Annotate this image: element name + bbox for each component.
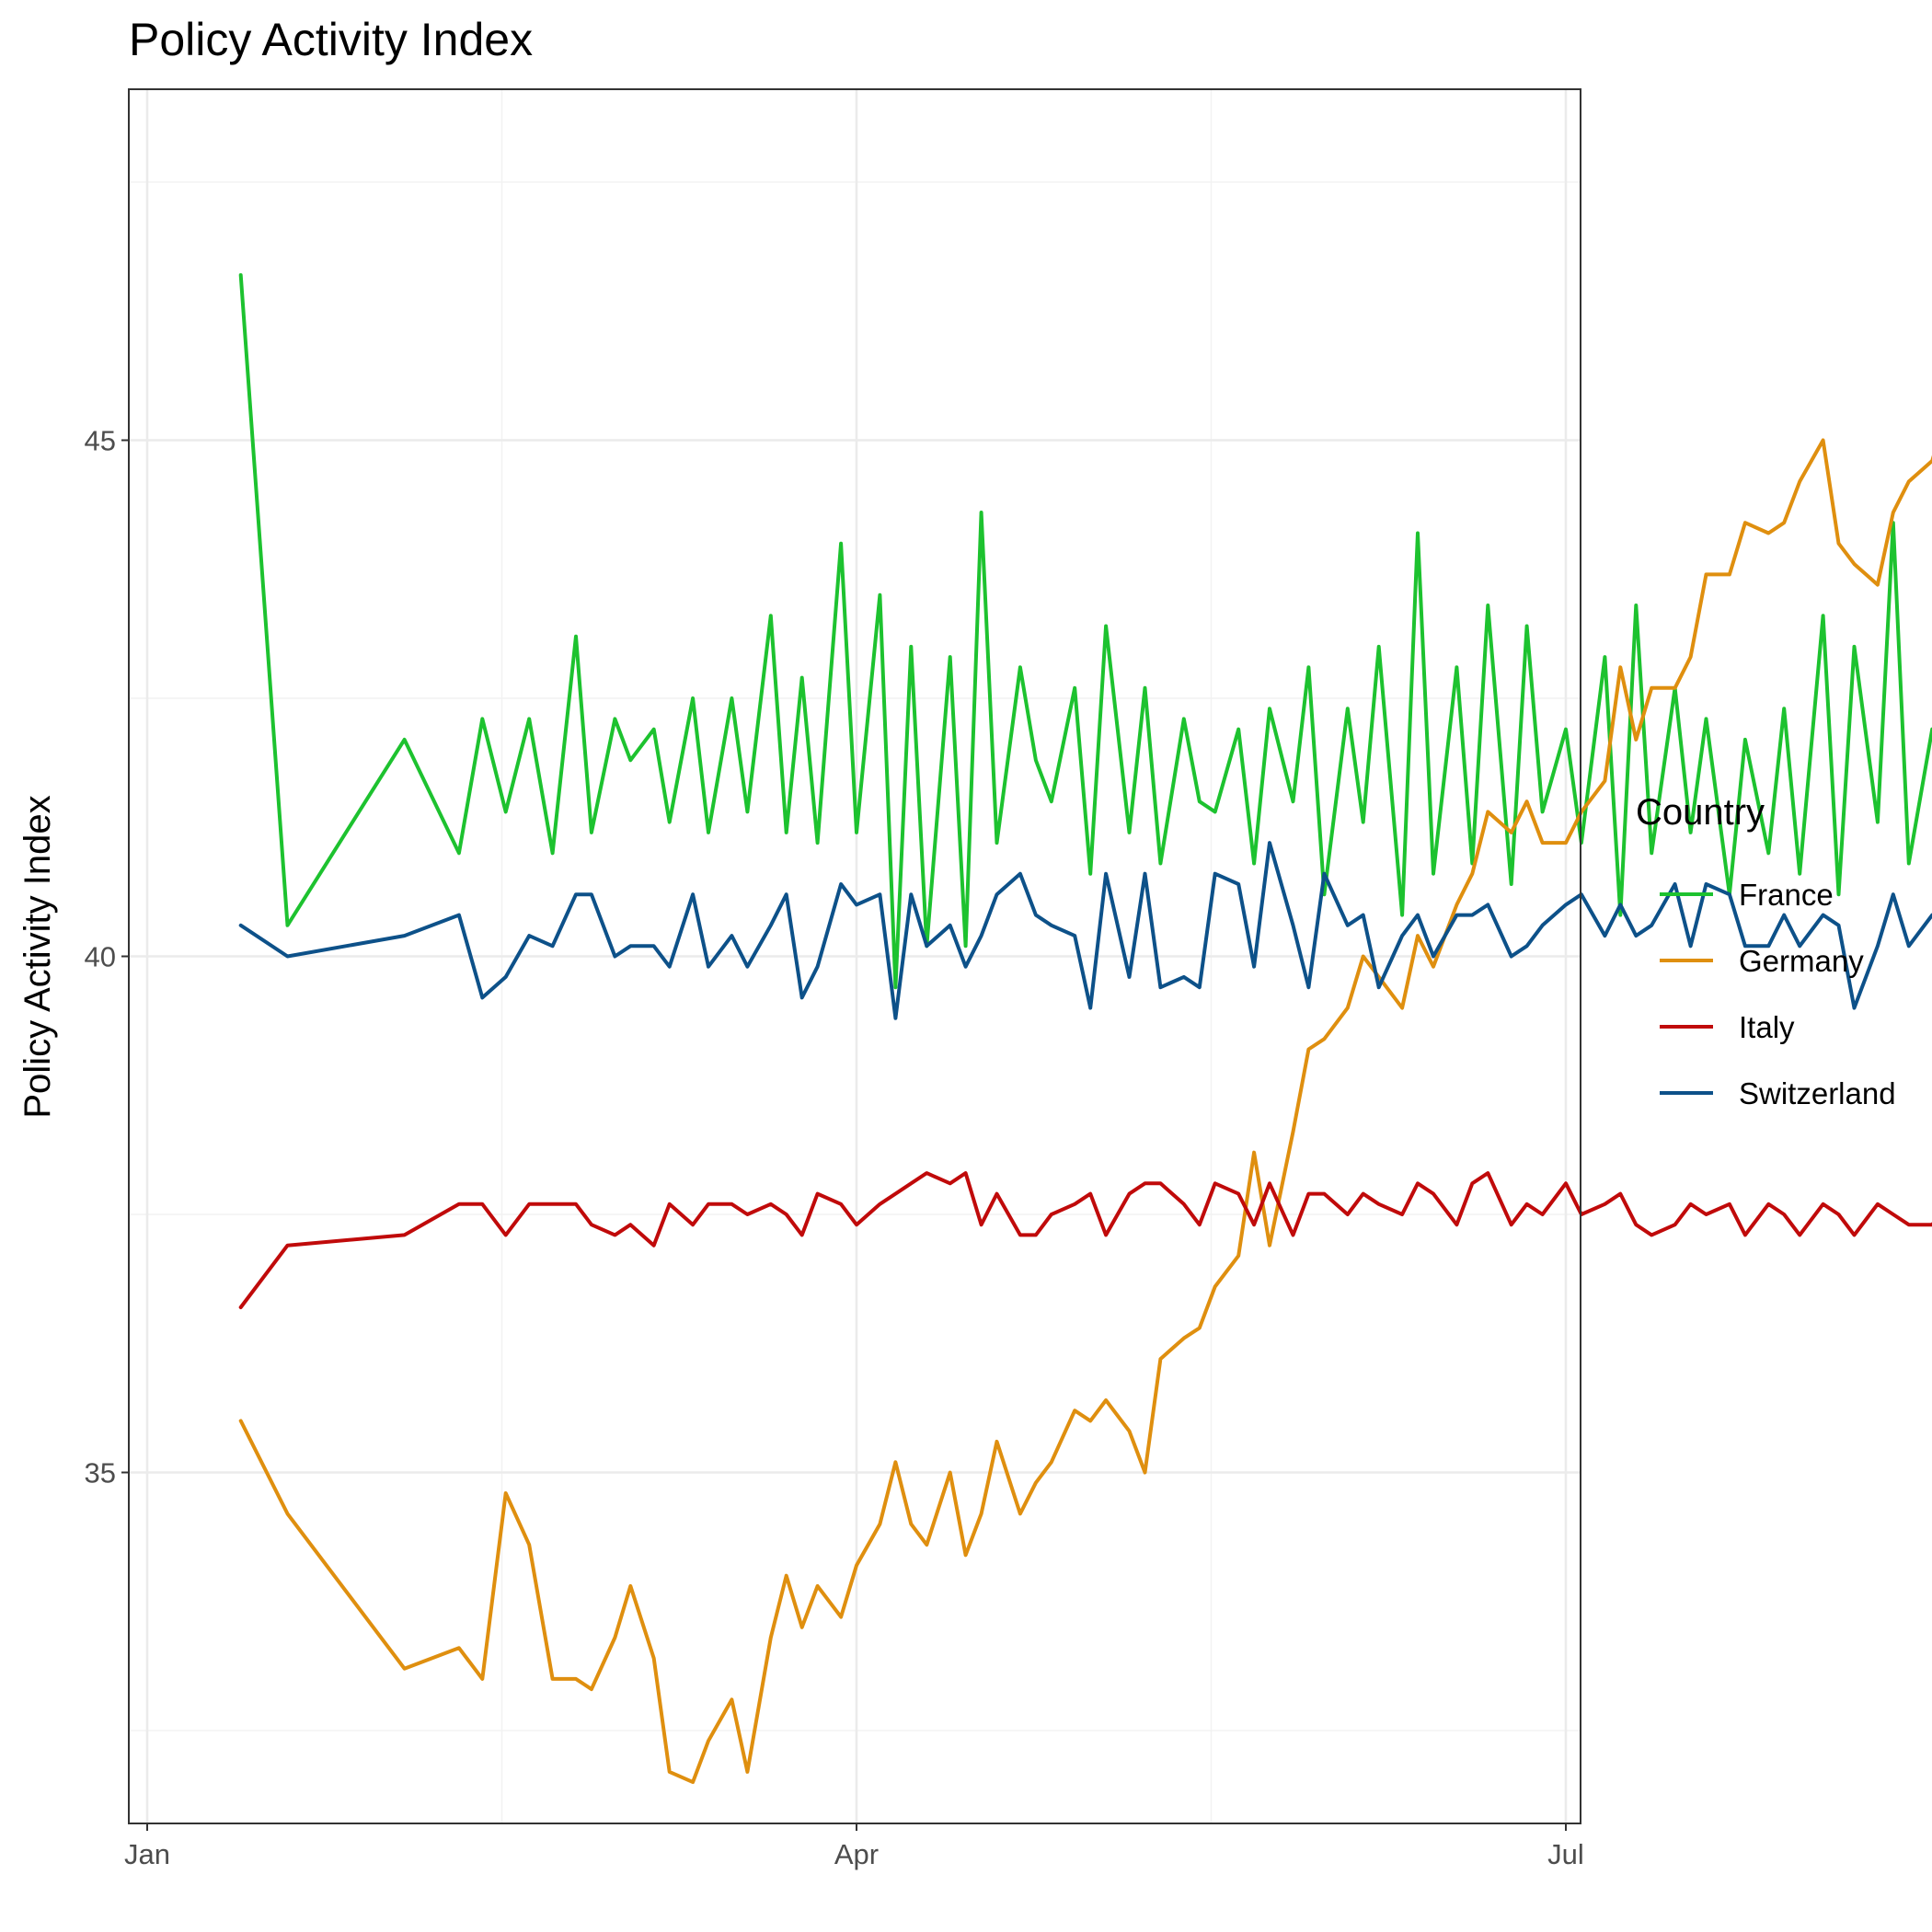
chart-title: Policy Activity Index xyxy=(129,14,533,65)
x-tick-label: Jan xyxy=(124,1838,170,1870)
legend-item-switzerland: Switzerland xyxy=(1660,1076,1896,1110)
plot-panel xyxy=(128,88,1932,1824)
legend-label-switzerland: Switzerland xyxy=(1739,1076,1896,1110)
y-tick-label: 35 xyxy=(85,1457,116,1489)
legend-label-france: France xyxy=(1739,878,1834,912)
legend-items: France Germany Italy Switzerland xyxy=(1660,878,1896,1110)
y-axis-label: Policy Activity Index xyxy=(17,795,58,1118)
legend-label-germany: Germany xyxy=(1739,944,1864,978)
x-axis: Jan Apr Jul xyxy=(124,1823,1584,1870)
series-line-germany xyxy=(238,438,1932,1785)
legend: Country France Germany Italy Switzerland xyxy=(1636,792,1896,1110)
series-line-italy xyxy=(238,1171,1932,1309)
series-line-france xyxy=(238,273,1932,990)
y-tick-label: 45 xyxy=(85,424,116,456)
major-gridlines xyxy=(129,89,1581,1823)
legend-item-france: France xyxy=(1660,878,1834,912)
legend-item-germany: Germany xyxy=(1660,944,1864,978)
legend-label-italy: Italy xyxy=(1739,1010,1795,1044)
y-tick-label: 40 xyxy=(85,941,116,973)
x-tick-label: Jul xyxy=(1547,1838,1584,1870)
series-line-switzerland xyxy=(238,841,1932,1020)
series-lines xyxy=(238,273,1932,1785)
legend-item-italy: Italy xyxy=(1660,1010,1795,1044)
x-tick-label: Apr xyxy=(834,1838,879,1870)
legend-title: Country xyxy=(1636,792,1765,833)
y-axis: 35 40 45 xyxy=(85,424,129,1489)
